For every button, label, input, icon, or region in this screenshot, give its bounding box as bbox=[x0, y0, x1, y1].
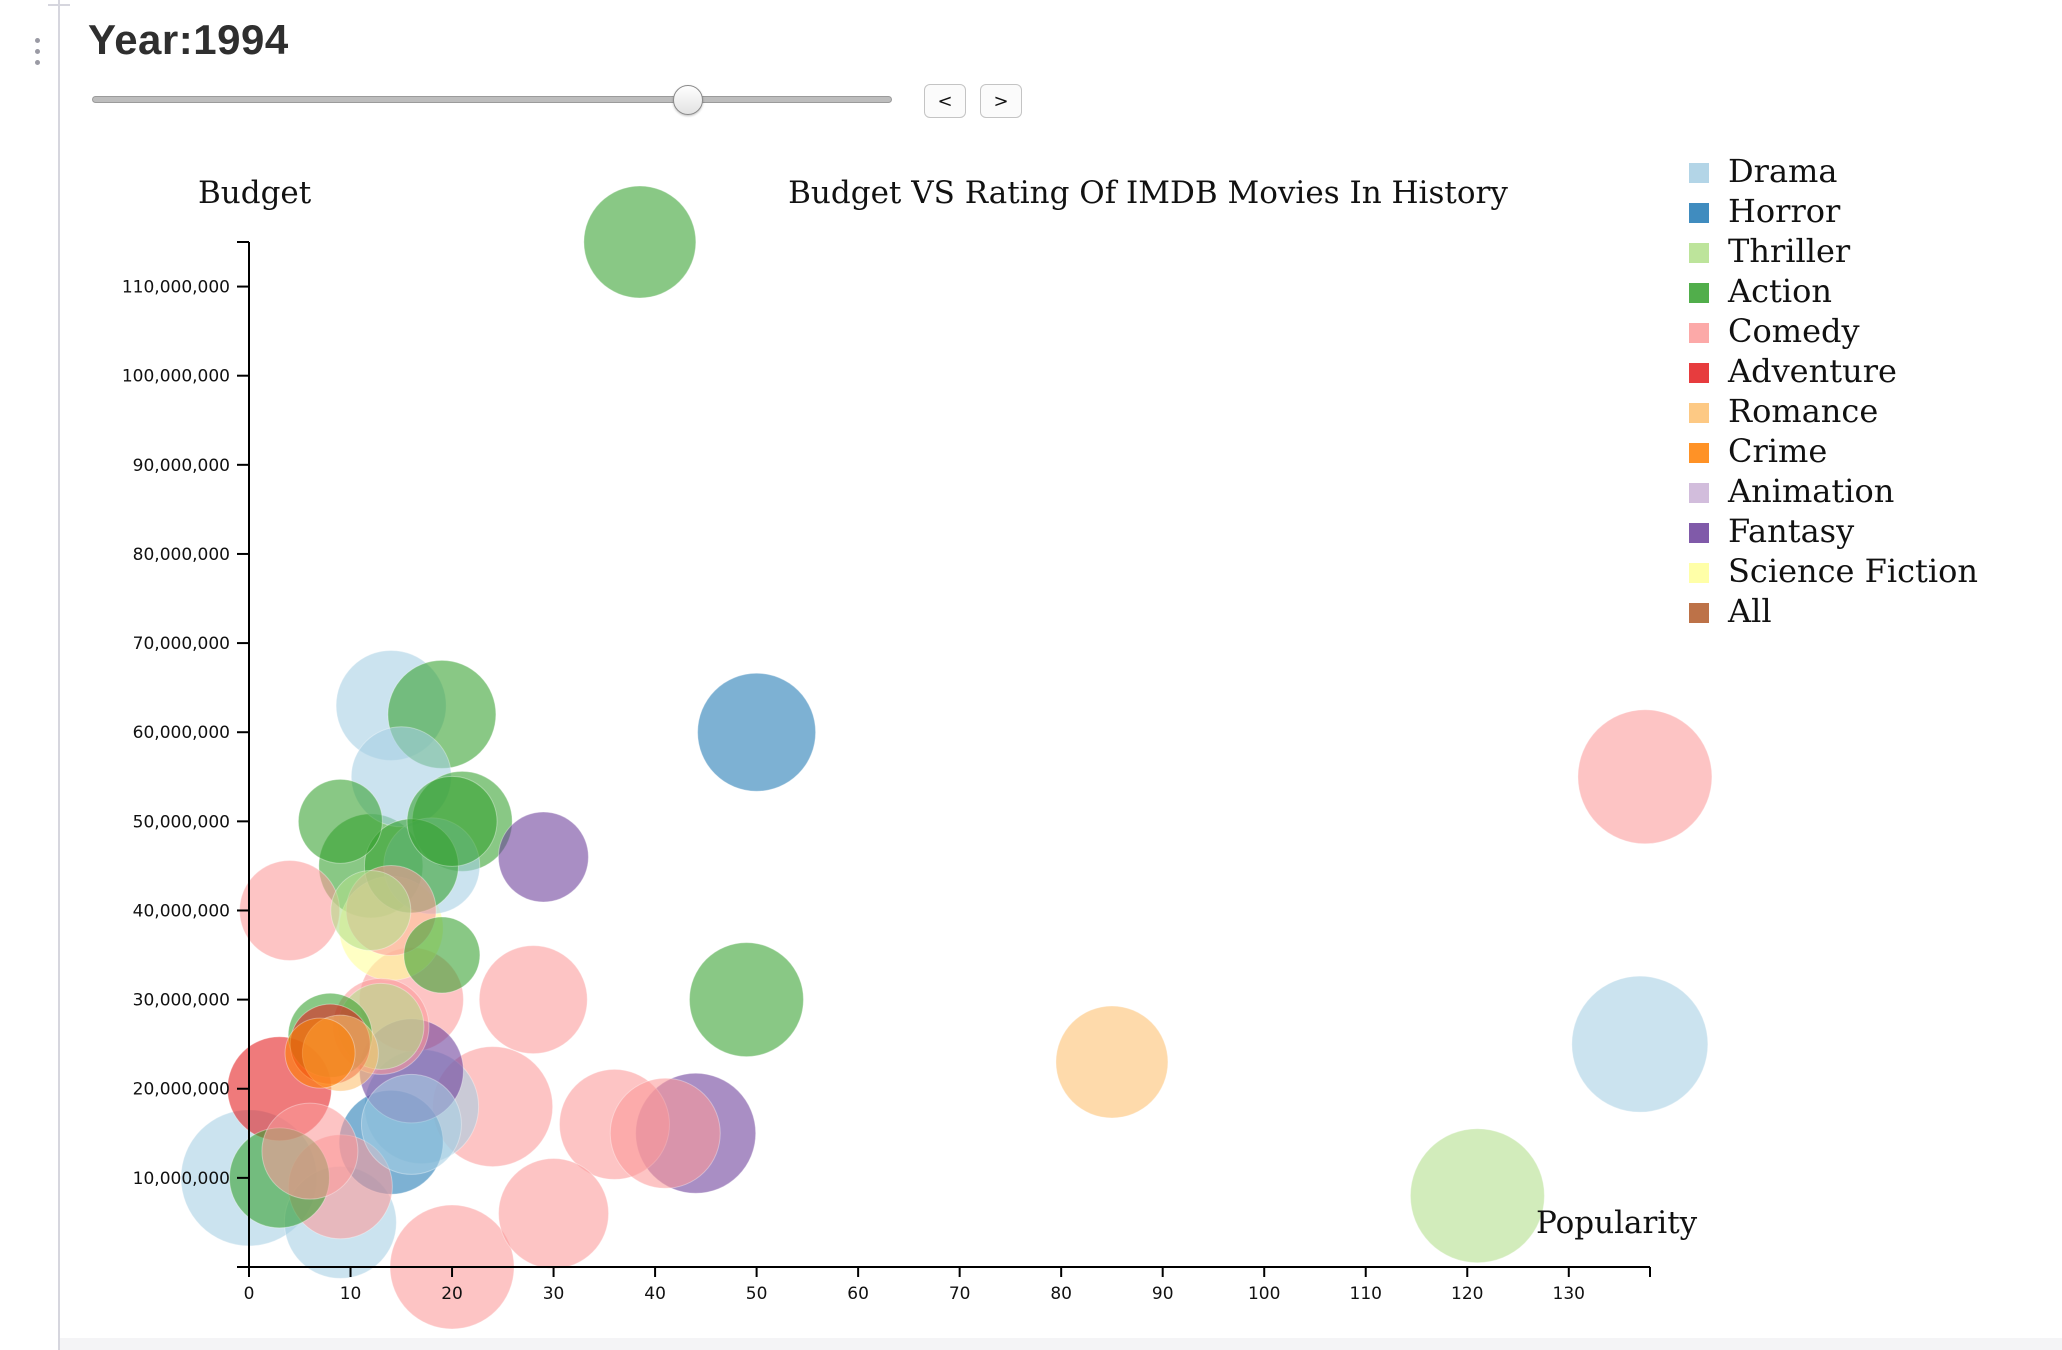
legend-item-horror[interactable]: Horror bbox=[1689, 192, 1841, 230]
cell-footer-bar bbox=[60, 1338, 2062, 1350]
x-tick-label: 70 bbox=[949, 1284, 971, 1304]
y-tick-label: 110,000,000 bbox=[122, 278, 230, 298]
bubble-comedy[interactable] bbox=[239, 859, 341, 961]
legend-label: Animation bbox=[1727, 472, 1894, 510]
year-slider-thumb[interactable] bbox=[673, 85, 703, 115]
legend-swatch bbox=[1689, 283, 1709, 303]
legend-swatch bbox=[1689, 403, 1709, 423]
x-tick-label: 110 bbox=[1350, 1284, 1382, 1304]
legend-swatch bbox=[1689, 363, 1709, 383]
y-tick-label: 70,000,000 bbox=[133, 634, 230, 654]
legend-label: Adventure bbox=[1727, 352, 1897, 390]
legend-swatch bbox=[1689, 163, 1709, 183]
year-title: Year:1994 bbox=[88, 16, 289, 63]
legend-label: Thriller bbox=[1728, 232, 1851, 270]
legend-label: Drama bbox=[1728, 152, 1837, 190]
x-tick-label: 100 bbox=[1248, 1284, 1280, 1304]
legend-item-crime[interactable]: Crime bbox=[1689, 432, 1827, 470]
legend-item-fantasy[interactable]: Fantasy bbox=[1689, 512, 1854, 550]
legend-item-action[interactable]: Action bbox=[1689, 272, 1832, 310]
y-tick-label: 40,000,000 bbox=[133, 901, 230, 921]
y-tick-label: 100,000,000 bbox=[122, 367, 230, 387]
legend-swatch bbox=[1689, 523, 1709, 543]
legend-item-drama[interactable]: Drama bbox=[1689, 152, 1837, 190]
legend-item-romance[interactable]: Romance bbox=[1689, 392, 1878, 430]
legend-item-thriller[interactable]: Thriller bbox=[1689, 232, 1851, 270]
legend-label: Crime bbox=[1728, 432, 1827, 470]
bubble-action[interactable] bbox=[406, 775, 498, 867]
bubble-drama[interactable] bbox=[1571, 975, 1709, 1113]
x-tick-label: 80 bbox=[1050, 1284, 1072, 1304]
legend-swatch bbox=[1689, 483, 1709, 503]
bubble-drama[interactable] bbox=[360, 1073, 462, 1175]
y-axis-label: Budget bbox=[198, 175, 312, 211]
x-tick-label: 50 bbox=[746, 1284, 768, 1304]
legend-label: Fantasy bbox=[1728, 512, 1854, 550]
next-year-button[interactable]: > bbox=[980, 84, 1022, 118]
y-tick-label: 20,000,000 bbox=[133, 1080, 230, 1100]
x-axis-label: Popularity bbox=[1536, 1205, 1698, 1241]
cell-left-rail bbox=[58, 0, 60, 1350]
x-tick-label: 120 bbox=[1451, 1284, 1483, 1304]
legend-label: All bbox=[1727, 592, 1772, 630]
bubble-action[interactable] bbox=[297, 778, 383, 864]
legend-item-adventure[interactable]: Adventure bbox=[1689, 352, 1897, 390]
x-tick-label: 30 bbox=[543, 1284, 565, 1304]
bubble-comedy[interactable] bbox=[609, 1077, 721, 1189]
drag-handle-icon[interactable] bbox=[34, 38, 42, 68]
previous-year-button[interactable]: < bbox=[924, 84, 966, 118]
legend-swatch bbox=[1689, 443, 1709, 463]
bubble-fantasy[interactable] bbox=[497, 811, 589, 903]
bubble-thriller[interactable] bbox=[330, 869, 412, 951]
x-tick-label: 10 bbox=[340, 1284, 362, 1304]
legend-item-science-fiction[interactable]: Science Fiction bbox=[1689, 552, 1978, 590]
legend-swatch bbox=[1689, 603, 1709, 623]
bubble-action[interactable] bbox=[583, 185, 697, 299]
x-tick-label: 0 bbox=[244, 1284, 255, 1304]
bubble-layer bbox=[180, 185, 1713, 1330]
legend-swatch bbox=[1689, 323, 1709, 343]
legend-label: Science Fiction bbox=[1728, 552, 1978, 590]
y-tick-label: 10,000,000 bbox=[133, 1169, 230, 1189]
legend-item-comedy[interactable]: Comedy bbox=[1689, 312, 1860, 350]
bubble-action[interactable] bbox=[688, 942, 804, 1058]
axes-layer: 10,000,000 20,000,000 30,000,000 40,000,000… bbox=[122, 241, 1651, 1304]
year-slider[interactable] bbox=[92, 96, 892, 103]
y-tick-label: 60,000,000 bbox=[133, 723, 230, 743]
y-tick-label: 30,000,000 bbox=[133, 991, 230, 1011]
bubble-comedy[interactable] bbox=[1577, 709, 1713, 845]
y-tick-label: 90,000,000 bbox=[133, 456, 230, 476]
x-tick-label: 20 bbox=[441, 1284, 463, 1304]
legend-swatch bbox=[1689, 243, 1709, 263]
y-tick-label: 80,000,000 bbox=[133, 545, 230, 565]
chart-title: Budget VS Rating Of IMDB Movies In Histo… bbox=[788, 175, 1508, 211]
bubble-thriller[interactable] bbox=[1409, 1128, 1545, 1264]
legend-label: Romance bbox=[1728, 392, 1878, 430]
legend-item-all[interactable]: All bbox=[1689, 592, 1772, 630]
legend-label: Horror bbox=[1728, 192, 1841, 230]
bubble-comedy[interactable] bbox=[498, 1158, 610, 1270]
rail-marker-stem bbox=[58, 0, 60, 12]
bubble-romance[interactable] bbox=[1055, 1005, 1169, 1119]
legend-label: Action bbox=[1727, 272, 1832, 310]
legend-label: Comedy bbox=[1728, 312, 1860, 350]
bubble-comedy[interactable] bbox=[261, 1102, 359, 1200]
bubble-comedy[interactable] bbox=[478, 945, 588, 1055]
legend-item-animation[interactable]: Animation bbox=[1689, 472, 1894, 510]
x-tick-label: 60 bbox=[847, 1284, 869, 1304]
legend-swatch bbox=[1689, 203, 1709, 223]
legend-swatch bbox=[1689, 563, 1709, 583]
bubble-action[interactable] bbox=[403, 916, 481, 994]
legend: DramaHorrorThrillerActionComedyAdventure… bbox=[1689, 152, 1978, 630]
bubble-horror[interactable] bbox=[697, 672, 817, 792]
y-tick-label: 50,000,000 bbox=[133, 812, 230, 832]
x-tick-label: 130 bbox=[1553, 1284, 1585, 1304]
bubble-crime[interactable] bbox=[284, 1017, 356, 1089]
x-tick-label: 40 bbox=[644, 1284, 666, 1304]
x-tick-label: 90 bbox=[1152, 1284, 1174, 1304]
